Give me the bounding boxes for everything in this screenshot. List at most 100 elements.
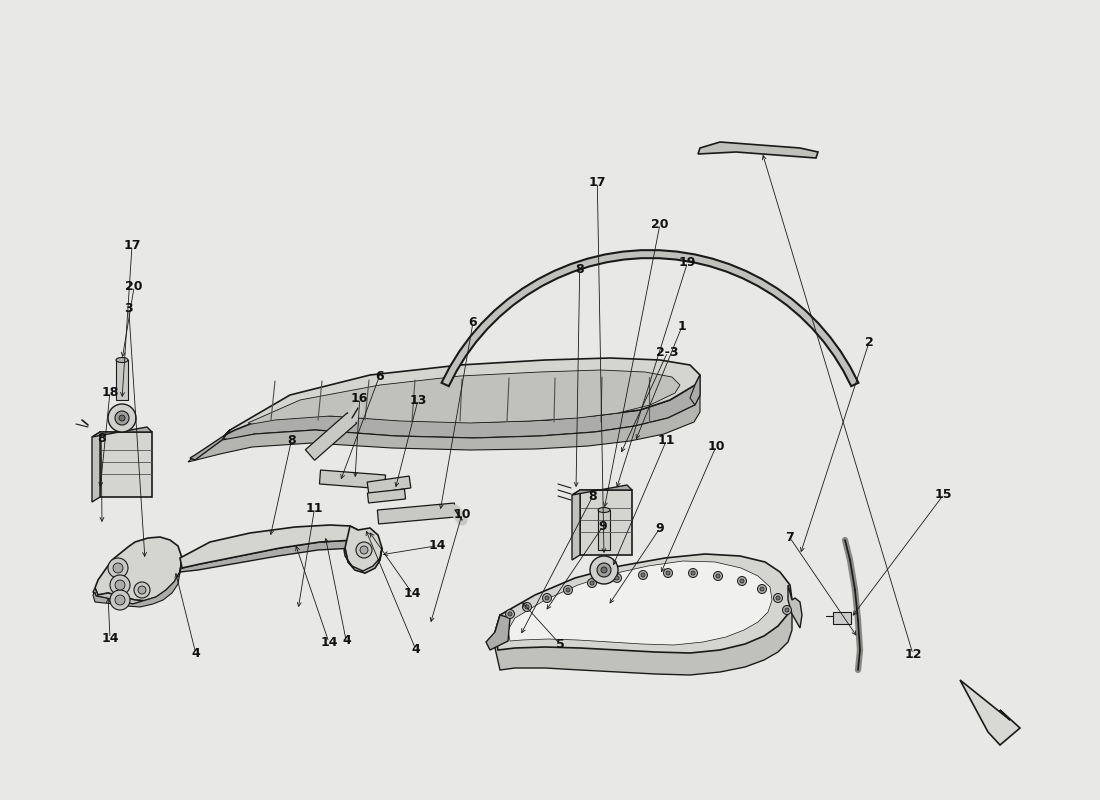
Polygon shape <box>178 540 358 572</box>
Text: 5: 5 <box>556 638 564 650</box>
Polygon shape <box>377 503 455 524</box>
Circle shape <box>360 546 368 554</box>
Text: 8: 8 <box>575 263 584 276</box>
Polygon shape <box>188 395 700 462</box>
Text: 16: 16 <box>351 392 369 405</box>
Text: 20: 20 <box>125 280 143 293</box>
Circle shape <box>113 563 123 573</box>
Text: 2-3: 2-3 <box>657 346 679 358</box>
Circle shape <box>737 577 747 586</box>
Circle shape <box>740 579 744 583</box>
Text: 13: 13 <box>409 394 427 406</box>
Polygon shape <box>367 476 410 494</box>
Text: 10: 10 <box>453 508 471 521</box>
Text: 6: 6 <box>469 316 477 329</box>
Circle shape <box>641 573 645 577</box>
Circle shape <box>116 580 125 590</box>
Bar <box>833 612 851 624</box>
Text: 14: 14 <box>320 636 338 649</box>
Text: 14: 14 <box>429 539 447 552</box>
Text: 3: 3 <box>124 302 133 314</box>
Polygon shape <box>572 490 580 560</box>
Bar <box>116 360 128 400</box>
Circle shape <box>691 571 695 575</box>
Circle shape <box>590 581 594 585</box>
Circle shape <box>597 563 611 577</box>
Text: 7: 7 <box>785 531 794 544</box>
Polygon shape <box>222 375 700 440</box>
Polygon shape <box>690 375 700 405</box>
Polygon shape <box>344 548 382 573</box>
Circle shape <box>508 612 512 616</box>
Polygon shape <box>100 432 152 497</box>
Circle shape <box>116 411 129 425</box>
Text: 8: 8 <box>588 490 597 502</box>
Text: 11: 11 <box>306 502 323 514</box>
Text: 12: 12 <box>904 648 922 661</box>
Text: 17: 17 <box>588 176 606 189</box>
Text: 10: 10 <box>707 440 725 453</box>
Circle shape <box>356 542 372 558</box>
Circle shape <box>714 571 723 581</box>
Circle shape <box>716 574 720 578</box>
Text: 8: 8 <box>287 434 296 446</box>
Polygon shape <box>190 430 230 460</box>
Text: 9: 9 <box>598 520 607 533</box>
Bar <box>598 510 611 550</box>
Text: 8: 8 <box>97 432 106 445</box>
Polygon shape <box>319 470 385 489</box>
Circle shape <box>776 596 780 600</box>
Polygon shape <box>960 680 1020 745</box>
Text: 11: 11 <box>658 434 675 446</box>
Polygon shape <box>367 489 406 503</box>
Text: 1: 1 <box>678 320 686 333</box>
Circle shape <box>785 608 789 612</box>
Circle shape <box>613 574 621 582</box>
Circle shape <box>108 558 128 578</box>
Polygon shape <box>94 572 180 607</box>
Polygon shape <box>92 427 152 437</box>
Polygon shape <box>495 561 792 675</box>
Circle shape <box>689 569 697 578</box>
Polygon shape <box>698 142 818 158</box>
Circle shape <box>760 587 764 591</box>
Polygon shape <box>486 615 510 650</box>
Polygon shape <box>788 585 802 628</box>
Polygon shape <box>580 490 632 555</box>
Text: 4: 4 <box>411 643 420 656</box>
Text: 9: 9 <box>656 522 664 534</box>
Circle shape <box>119 415 125 421</box>
Text: 17: 17 <box>123 239 141 252</box>
Polygon shape <box>306 413 356 460</box>
Circle shape <box>542 594 551 602</box>
Circle shape <box>758 585 767 594</box>
Text: 4: 4 <box>342 634 351 646</box>
Text: 14: 14 <box>101 632 119 645</box>
Polygon shape <box>572 485 632 495</box>
Circle shape <box>522 602 531 611</box>
Circle shape <box>563 586 572 594</box>
Polygon shape <box>248 370 680 424</box>
Circle shape <box>773 594 782 602</box>
Text: 2: 2 <box>865 336 873 349</box>
Circle shape <box>506 610 515 618</box>
Circle shape <box>134 582 150 598</box>
Circle shape <box>116 595 125 605</box>
Text: 4: 4 <box>191 647 200 660</box>
Circle shape <box>110 575 130 595</box>
Polygon shape <box>508 561 772 645</box>
Text: 19: 19 <box>679 256 696 269</box>
Circle shape <box>638 570 648 579</box>
Circle shape <box>587 578 596 587</box>
Polygon shape <box>495 554 792 653</box>
Polygon shape <box>345 526 382 573</box>
Ellipse shape <box>116 358 128 362</box>
Ellipse shape <box>598 507 611 513</box>
Circle shape <box>566 588 570 592</box>
Circle shape <box>590 556 618 584</box>
Polygon shape <box>180 525 358 568</box>
Circle shape <box>663 569 672 578</box>
Circle shape <box>601 567 607 573</box>
Text: 18: 18 <box>101 386 119 398</box>
Circle shape <box>666 571 670 575</box>
